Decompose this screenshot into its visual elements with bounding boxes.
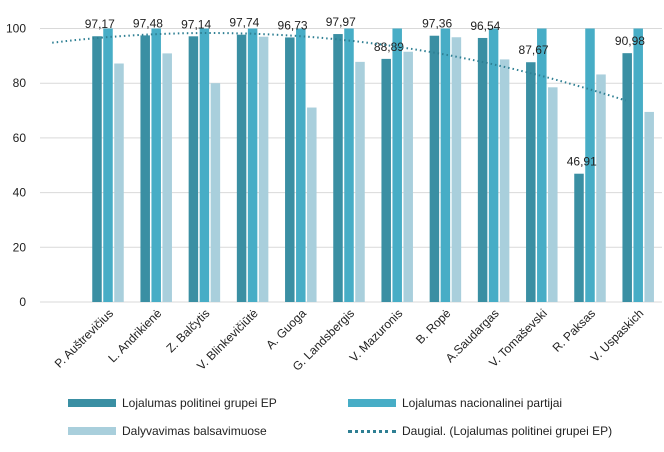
bar-3 [162, 53, 172, 302]
y-tick-label: 60 [13, 131, 27, 145]
y-tick-label: 40 [13, 186, 27, 200]
legend-label: Dalyvavimas balsavimuose [122, 424, 267, 438]
trendline [52, 32, 627, 102]
x-tick-label: A. Guoga [263, 306, 309, 352]
data-label: 97,74 [229, 16, 259, 30]
bar-3 [548, 87, 558, 303]
data-label: 97,48 [133, 16, 163, 30]
legend-label: Lojalumas nacionalinei partijai [402, 396, 563, 410]
bar-1 [188, 36, 199, 302]
bar-3 [451, 37, 462, 302]
legend-swatch [68, 399, 116, 407]
bar-3 [210, 83, 221, 302]
legend-swatch [348, 429, 396, 433]
x-tick-label: B. Ropė [413, 306, 454, 347]
legend-item-series-3: Dalyvavimas balsavimuose [68, 424, 267, 438]
bar-2 [199, 28, 210, 302]
bar-1 [622, 53, 632, 302]
bar-2 [247, 28, 258, 302]
y-tick-label: 20 [13, 240, 27, 254]
bar-1 [526, 62, 536, 302]
data-label: 90,98 [615, 34, 645, 48]
legend-swatch [348, 399, 396, 407]
data-label: 97,97 [326, 15, 356, 29]
bar-3 [258, 36, 269, 303]
x-tick-label: P. Auštrevičius [52, 306, 116, 370]
bar-3 [644, 111, 654, 302]
bar-3 [355, 61, 365, 302]
bar-1 [574, 173, 584, 302]
y-tick-label: 0 [19, 295, 26, 309]
legend-swatch [68, 427, 116, 435]
bar-3 [499, 59, 510, 302]
bar-2 [296, 28, 306, 302]
bar-1 [236, 34, 247, 303]
bar-2 [344, 28, 354, 302]
bar-1 [140, 35, 150, 302]
legend-label: Daugial. (Lojalumas politinei grupei EP) [402, 424, 613, 438]
bar-2 [392, 28, 402, 302]
legend-item-series-1: Lojalumas politinei grupei EP [68, 396, 277, 410]
bar-3 [114, 63, 124, 303]
data-label: 88,89 [374, 40, 404, 54]
legend-item-series-2: Lojalumas nacionalinei partijai [348, 396, 562, 410]
bar-1 [429, 35, 440, 303]
data-label: 97,17 [85, 17, 115, 31]
bar-2 [585, 28, 595, 302]
bar-2 [151, 28, 161, 302]
data-label: 97,36 [422, 17, 452, 31]
bar-2 [488, 28, 499, 302]
legend-label: Lojalumas politinei grupei EP [122, 396, 277, 410]
x-tick-label: R. Paksas [550, 306, 599, 355]
bar-1 [333, 34, 343, 302]
data-label: 46,91 [567, 155, 597, 169]
data-label: 96,73 [278, 18, 308, 32]
bar-3 [403, 51, 413, 303]
bar-2 [633, 28, 643, 302]
bar-3 [596, 74, 606, 302]
data-label: 97,14 [181, 17, 211, 31]
bar-1 [92, 36, 102, 302]
bar-2 [440, 28, 451, 302]
x-tick-label: Z. Balčytis [163, 306, 212, 355]
data-label: 87,67 [519, 43, 549, 57]
data-label: 96,54 [470, 19, 500, 33]
bar-2 [537, 28, 547, 302]
y-tick-label: 80 [13, 76, 27, 90]
bar-1 [285, 37, 295, 302]
bar-1 [477, 37, 488, 302]
bar-1 [381, 58, 391, 302]
y-tick-label: 100 [6, 22, 26, 36]
bar-3 [307, 107, 317, 302]
bar-2 [103, 28, 113, 302]
legend-item-trendline: Daugial. (Lojalumas politinei grupei EP) [348, 424, 612, 438]
